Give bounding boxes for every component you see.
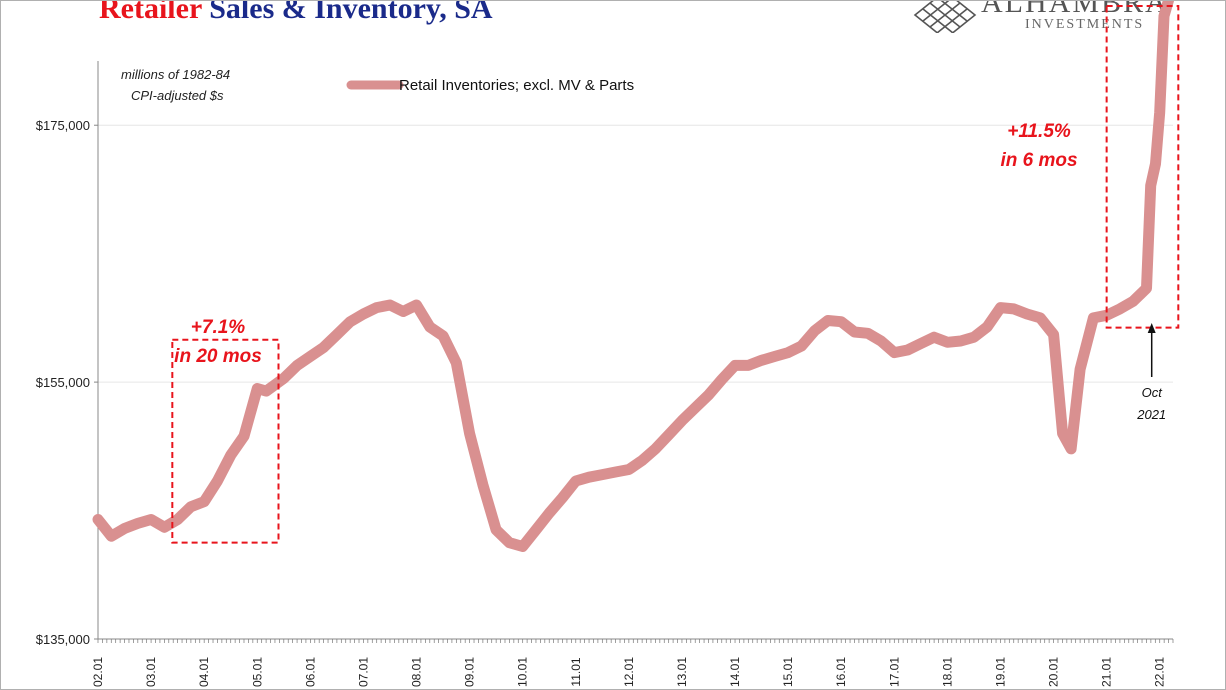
x-tick-label: 08.01: [410, 657, 424, 687]
annotation-text: in 20 mos: [174, 346, 262, 367]
unit-label-line2: CPI-adjusted $s: [131, 88, 224, 103]
annotation-arrowhead: [1147, 323, 1156, 333]
x-tick-label: 22.01: [1153, 657, 1167, 687]
legend: Retail Inventories; excl. MV & Parts: [346, 77, 634, 94]
y-tick-label: $175,000: [36, 118, 90, 133]
series-line: [92, 1, 1175, 552]
annotation-box-2003: [171, 338, 280, 544]
x-tick-label: 05.01: [250, 657, 264, 687]
annotation-text: Oct: [1142, 385, 1164, 400]
annotation-text: +7.1%: [191, 317, 246, 338]
x-tick-label: 07.01: [356, 657, 370, 687]
x-tick-label: 20.01: [1047, 657, 1061, 687]
x-tick-label: 09.01: [463, 657, 477, 687]
x-tick-label: 04.01: [197, 657, 211, 687]
title-part-blue: Sales & Inventory, SA: [201, 0, 493, 25]
x-tick-label: 03.01: [144, 657, 158, 687]
annotation-text: 2021: [1136, 407, 1166, 422]
annotation-text: in 6 mos: [1000, 150, 1077, 171]
x-tick-label: 21.01: [1100, 657, 1114, 687]
x-tick-label: 13.01: [675, 657, 689, 687]
series-group: [92, 1, 1175, 552]
x-tick-label: 16.01: [834, 657, 848, 687]
y-axis-ticks: $135,000 $155,000 $175,000: [36, 118, 98, 647]
annotation-text: +11.5%: [1007, 121, 1071, 142]
x-tick-label: 17.01: [887, 657, 901, 687]
x-tick-label: 14.01: [728, 657, 742, 687]
legend-label: Retail Inventories; excl. MV & Parts: [399, 77, 634, 94]
annotation-box-2021: [1105, 5, 1180, 329]
x-tick-label: 12.01: [622, 657, 636, 687]
x-tick-label: 10.01: [516, 657, 530, 687]
y-tick-label: $155,000: [36, 375, 90, 390]
x-tick-label: 19.01: [993, 657, 1007, 687]
y-tick-label: $135,000: [36, 632, 90, 647]
x-axis-ticks: 02.01 03.01 04.01 05.01 06.01 07.01 08.01 09.01…: [91, 639, 1174, 687]
x-tick-label: 11.01: [569, 657, 583, 686]
diamond-lattice-icon: [913, 1, 977, 33]
unit-label-line1: millions of 1982-84: [121, 67, 230, 82]
x-tick-label: 18.01: [940, 657, 954, 687]
logo-subtitle: INVESTMENTS: [1025, 17, 1145, 32]
page-title: Retailer Sales & Inventory, SA: [99, 0, 493, 26]
x-tick-label: 06.01: [303, 657, 317, 687]
title-part-red: Retailer: [99, 0, 202, 25]
annotations: +7.1% in 20 mos +11.5% in 6 mos Oct 2021: [171, 5, 1180, 544]
x-tick-label: 02.01: [91, 657, 105, 687]
x-tick-label: 15.01: [781, 657, 795, 687]
